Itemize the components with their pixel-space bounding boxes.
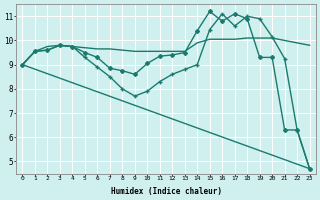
X-axis label: Humidex (Indice chaleur): Humidex (Indice chaleur) xyxy=(110,187,221,196)
